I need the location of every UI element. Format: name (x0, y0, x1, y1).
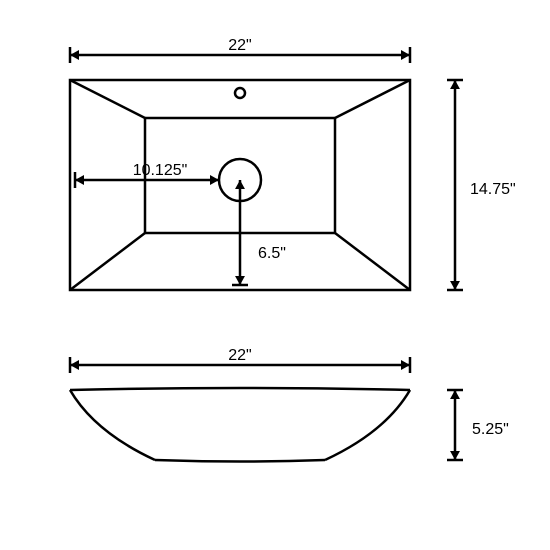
dim-side-height-label: 5.25" (472, 421, 509, 438)
dim-top-width-label: 22" (228, 37, 251, 54)
dim-side-width-label: 22" (228, 347, 251, 364)
bevel-line (70, 233, 145, 290)
side-right-wall (325, 390, 410, 460)
dim-inner-height-label: 6.5" (258, 245, 286, 262)
side-bottom (155, 460, 325, 462)
side-top-rim (70, 388, 410, 390)
dim-top-height-label: 14.75" (470, 181, 516, 198)
bevel-line (335, 80, 410, 118)
faucet-hole (235, 88, 245, 98)
bevel-line (70, 80, 145, 118)
dim-inner-width-label: 10.125" (133, 162, 188, 179)
bevel-line (335, 233, 410, 290)
sink-dimension-diagram: 22" 14.75" 10.125" 6.5" 22" 5.25" (0, 0, 550, 550)
side-left-wall (70, 390, 155, 460)
